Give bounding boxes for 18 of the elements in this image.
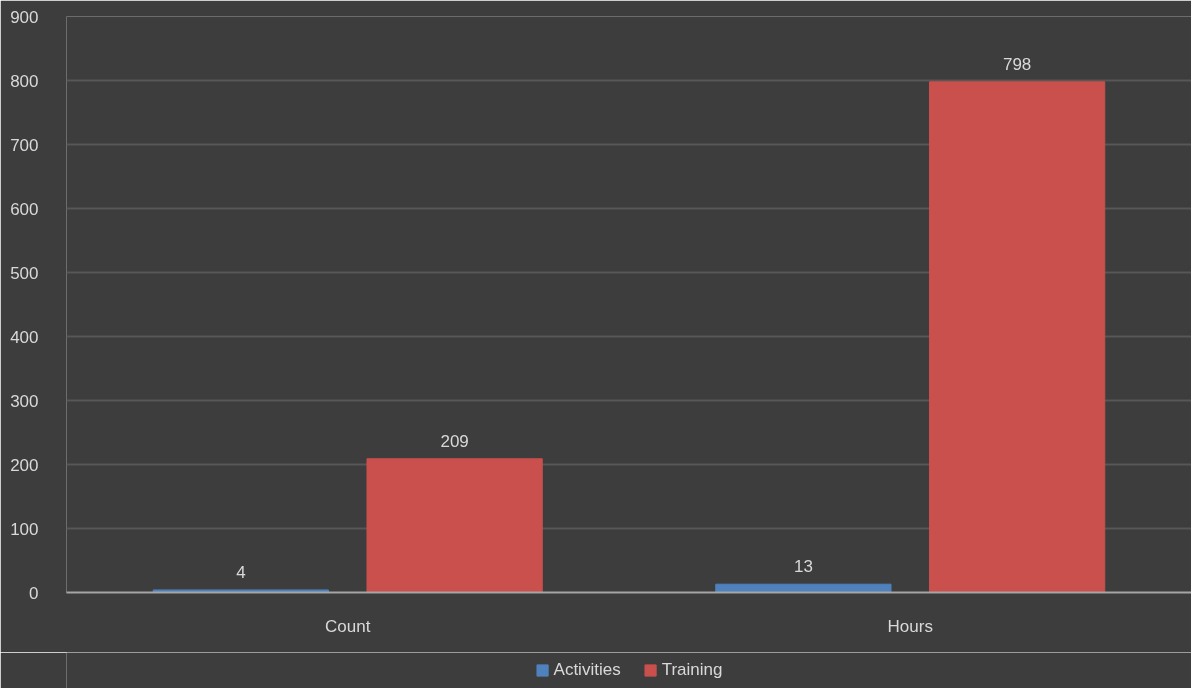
data-label: 4 [236,562,246,582]
y-tick-label: 0 [29,583,39,603]
y-tick-label: 700 [10,135,39,155]
x-tick-label: Hours [887,616,933,636]
y-tick-label: 300 [10,391,39,411]
legend-label: Training [661,660,723,680]
y-tick-label: 600 [10,199,39,219]
y-tick-label: 200 [10,455,39,475]
y-tick-label: 500 [10,263,39,283]
y-tick-label: 800 [10,71,39,91]
y-tick-label: 400 [10,327,39,347]
y-tick-label: 100 [10,519,39,539]
data-label: 209 [440,431,469,451]
y-tick-label: 900 [10,7,39,27]
x-tick-label: Count [325,616,371,636]
legend-label: Activities [553,660,621,680]
data-label: 13 [793,557,813,577]
data-label: 798 [1002,54,1032,74]
